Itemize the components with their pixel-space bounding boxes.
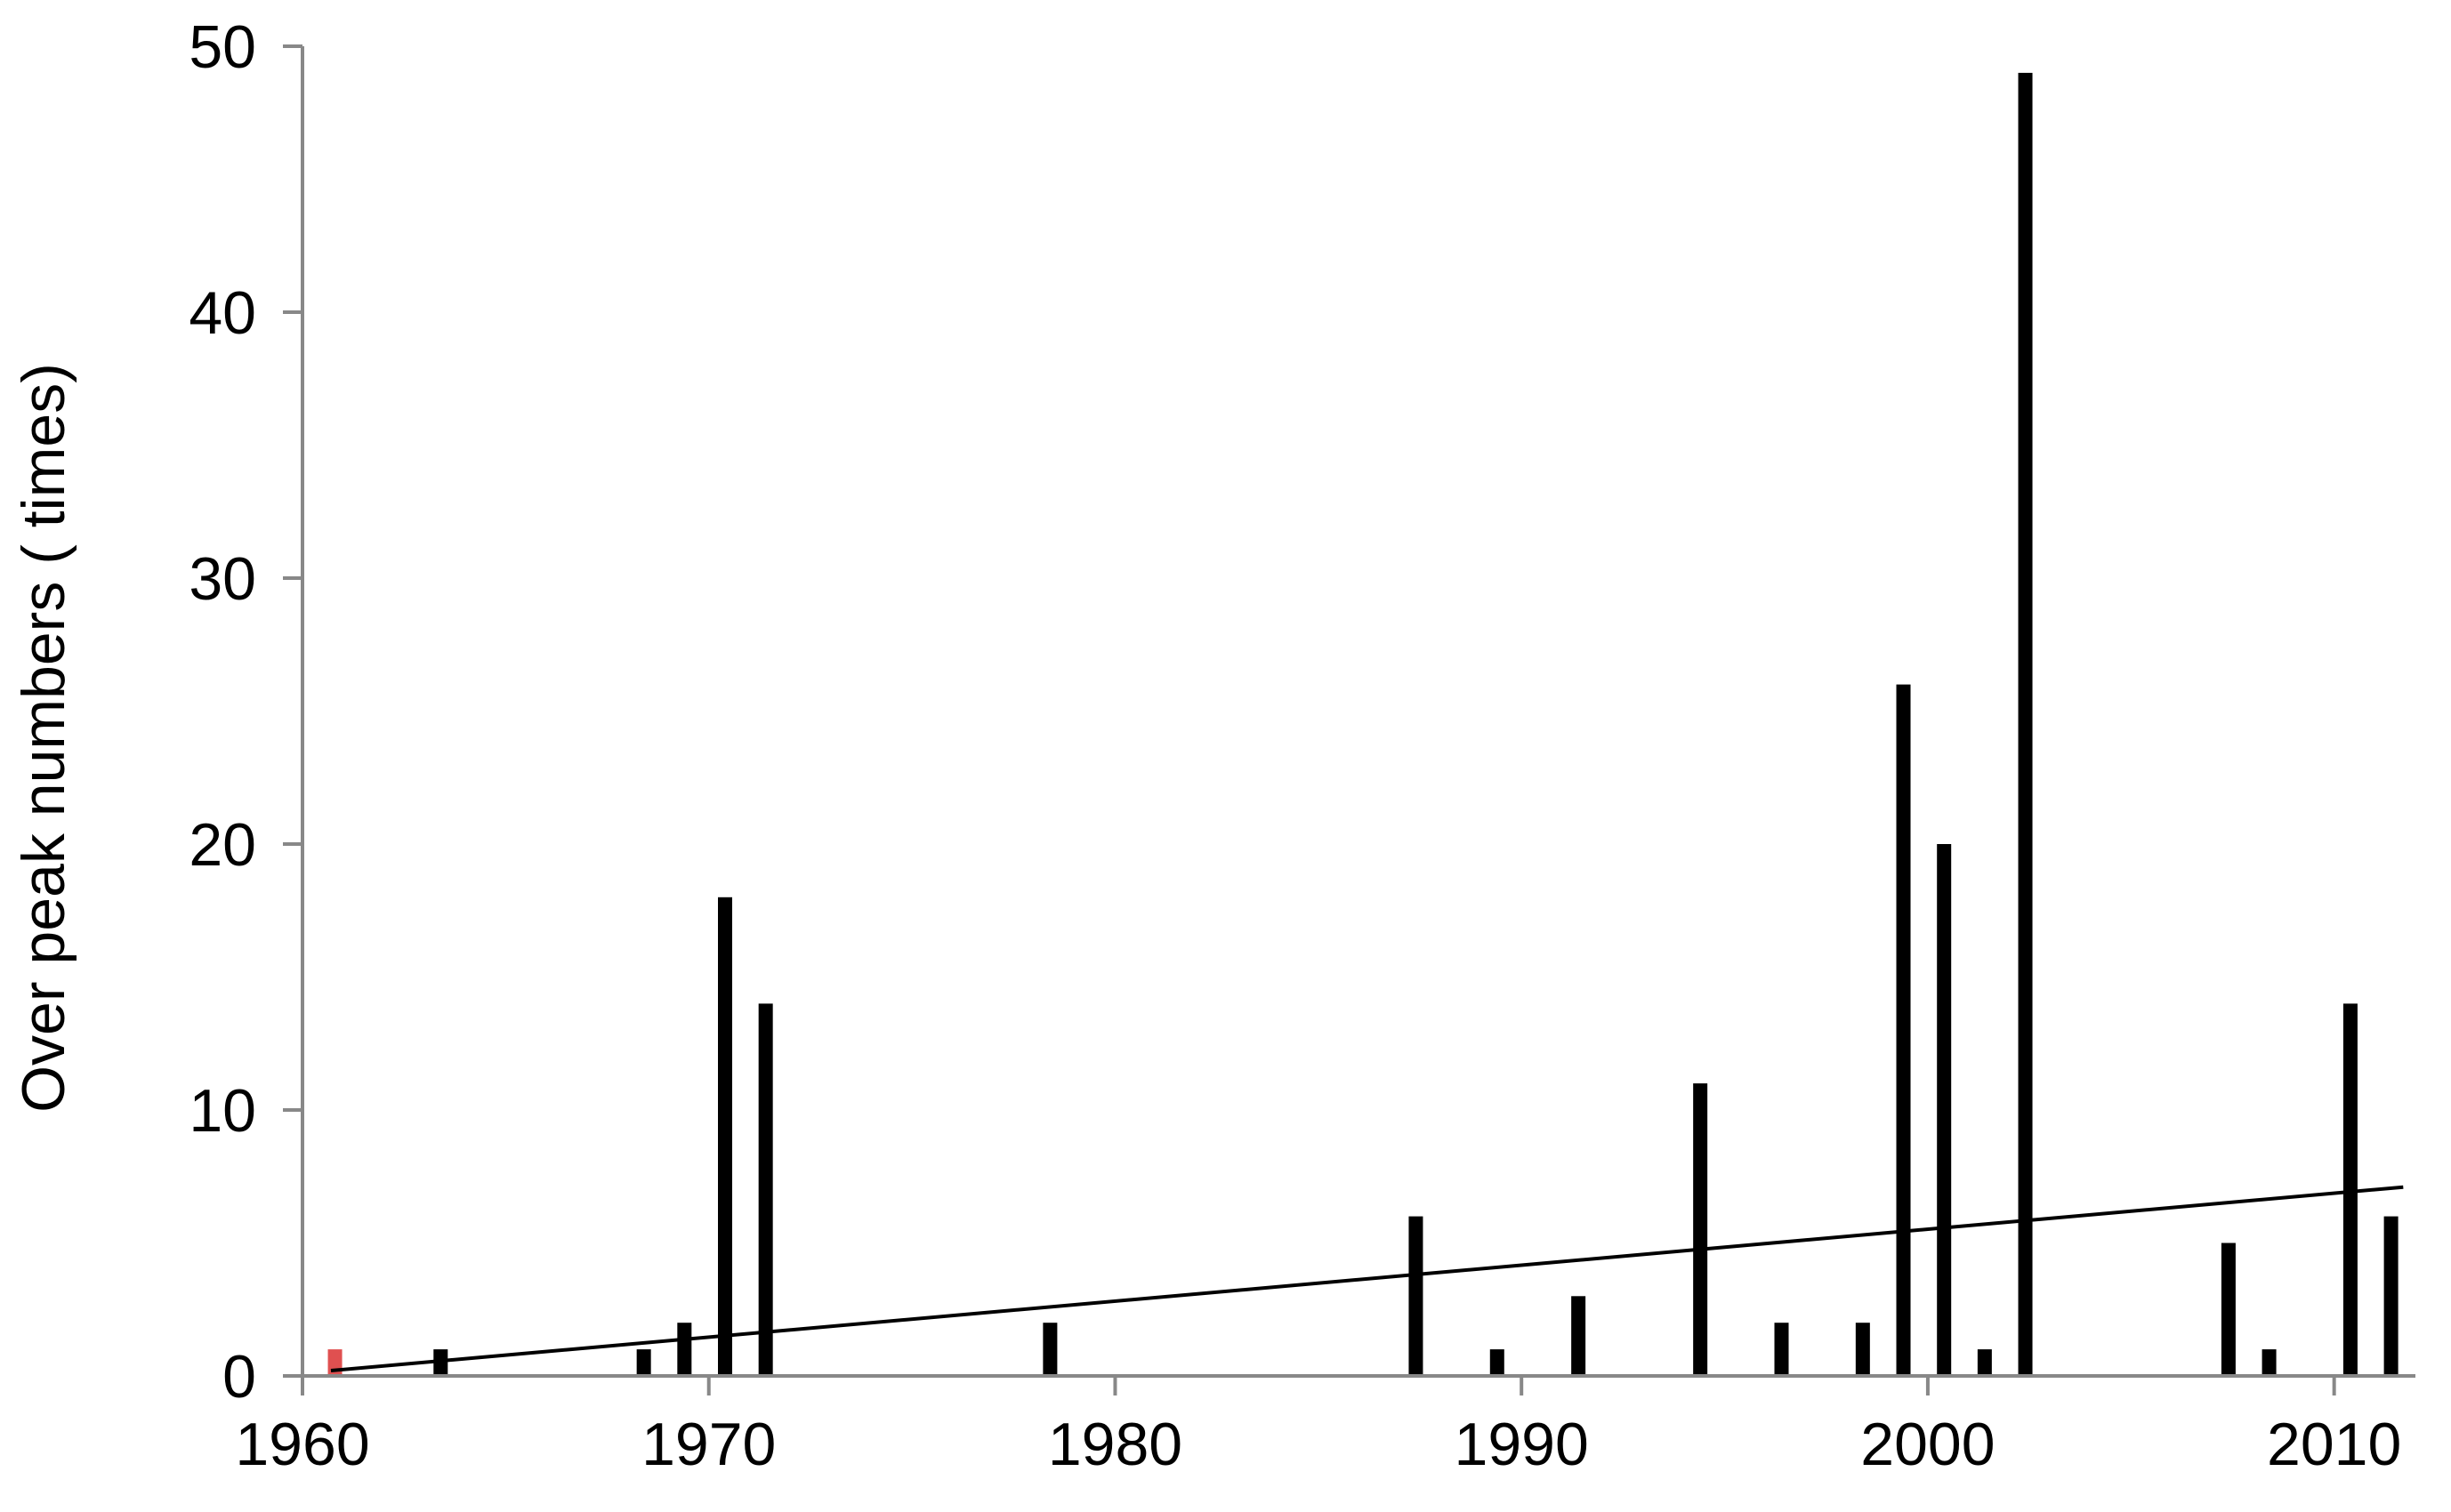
bar xyxy=(2018,72,2033,1376)
bar xyxy=(636,1349,651,1376)
x-tick-label: 1960 xyxy=(235,1411,369,1478)
bar xyxy=(1774,1323,1789,1376)
x-tick-label: 1970 xyxy=(641,1411,776,1478)
bar xyxy=(1408,1216,1423,1376)
y-axis-title: Over peak numbers ( times) xyxy=(10,363,77,1113)
y-axis-ticks: 0 10 20 30 40 50 xyxy=(189,13,302,1411)
bar xyxy=(1693,1083,1708,1376)
bar xyxy=(1855,1323,1870,1376)
bar xyxy=(1489,1349,1504,1376)
x-tick-label: 1980 xyxy=(1048,1411,1182,1478)
bar xyxy=(1571,1296,1586,1376)
y-tick-label: 30 xyxy=(189,545,256,613)
trend-line xyxy=(330,1185,2404,1373)
y-tick-label: 50 xyxy=(189,13,256,81)
bar xyxy=(677,1323,692,1376)
x-tick-label: 2000 xyxy=(1860,1411,1995,1478)
bar xyxy=(1977,1349,1992,1376)
y-tick-label: 40 xyxy=(189,279,256,347)
bar xyxy=(2342,1003,2358,1376)
x-tick-label: 1990 xyxy=(1455,1411,1589,1478)
bar xyxy=(2262,1349,2277,1376)
bar xyxy=(1937,844,1952,1376)
y-tick-label: 20 xyxy=(189,811,256,879)
x-tick-label: 2010 xyxy=(2267,1411,2401,1478)
bars-group xyxy=(327,72,2399,1376)
bar xyxy=(2221,1243,2236,1376)
y-tick-label: 10 xyxy=(189,1077,256,1145)
bar xyxy=(1043,1323,1058,1376)
bar xyxy=(718,897,732,1376)
y-tick-label: 0 xyxy=(222,1343,256,1411)
bar xyxy=(758,1003,773,1376)
bar xyxy=(1896,684,1911,1376)
bar xyxy=(2383,1216,2399,1376)
x-axis-ticks: 1960 1970 1980 1990 2000 2010 xyxy=(235,1376,2401,1478)
